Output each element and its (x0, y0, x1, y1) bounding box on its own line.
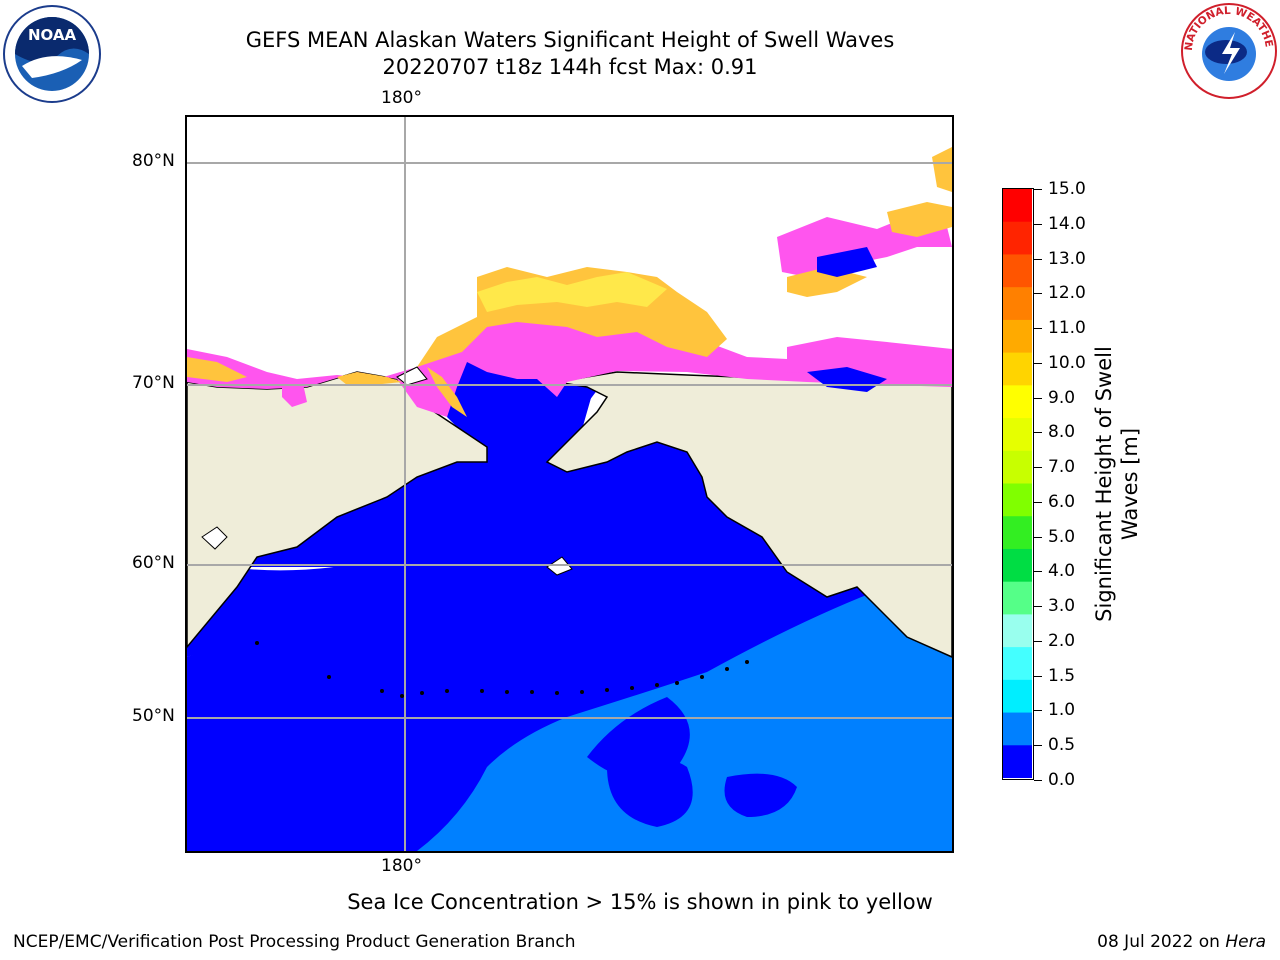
nws-logo: NATIONAL WEATHER SERVICE (1176, 0, 1278, 100)
aleutian-islands (255, 641, 749, 698)
colorbar-band (1003, 287, 1032, 321)
map-panel (185, 115, 954, 853)
colorbar-tick (1034, 502, 1042, 503)
ocean-swell-low (187, 567, 952, 851)
colorbar-band (1003, 745, 1032, 778)
colorbar-tick (1034, 710, 1042, 711)
colorbar-band (1003, 614, 1032, 648)
footer-date-text: 08 Jul 2022 on (1097, 932, 1226, 952)
colorbar-tick (1034, 537, 1042, 538)
colorbar-tick-label: 0.5 (1048, 735, 1076, 755)
colorbar-band (1003, 483, 1032, 517)
colorbar-band (1003, 385, 1032, 419)
colorbar-tick-label: 1.0 (1048, 700, 1076, 720)
colorbar-band (1003, 319, 1032, 354)
colorbar-tick-label: 9.0 (1048, 388, 1076, 408)
colorbar-tick (1034, 606, 1042, 607)
noaa-logo-text: NOAA (28, 26, 77, 44)
colorbar-tick (1034, 467, 1042, 468)
colorbar-band (1003, 712, 1032, 746)
sea-ice-edge (187, 307, 952, 437)
colorbar-tick (1034, 224, 1042, 225)
lat-label-80: 80°N (132, 151, 175, 171)
colorbar-band (1003, 581, 1032, 615)
footer-host: Hera (1225, 932, 1266, 952)
colorbar-tick (1034, 363, 1042, 364)
colorbar-band (1003, 450, 1032, 484)
colorbar-tick-label: 1.5 (1048, 666, 1076, 686)
colorbar-tick (1034, 676, 1042, 677)
colorbar-tick-label: 2.0 (1048, 631, 1076, 651)
colorbar-band (1003, 548, 1032, 583)
colorbar-tick (1034, 293, 1042, 294)
colorbar-band (1003, 647, 1032, 681)
footer-credit: NCEP/EMC/Verification Post Processing Pr… (13, 932, 576, 952)
colorbar-tick-label: 5.0 (1048, 527, 1076, 547)
lon-label-bottom: 180° (381, 856, 422, 876)
colorbar-tick (1034, 780, 1042, 781)
colorbar-tick (1034, 745, 1042, 746)
lat-label-60: 60°N (132, 553, 175, 573)
colorbar-band (1003, 516, 1032, 550)
colorbar-tick (1034, 189, 1042, 190)
colorbar-band (1003, 418, 1032, 452)
colorbar-tick (1034, 259, 1042, 260)
colorbar-tick (1034, 328, 1042, 329)
colorbar-tick (1034, 571, 1042, 572)
colorbar-tick-label: 13.0 (1048, 249, 1086, 269)
colorbar-tick-label: 11.0 (1048, 318, 1086, 338)
footer-date: 08 Jul 2022 on Hera (1097, 932, 1266, 952)
colorbar-tick-label: 4.0 (1048, 561, 1076, 581)
colorbar-band (1003, 352, 1032, 386)
colorbar-tick-label: 12.0 (1048, 283, 1086, 303)
graticule (187, 117, 952, 851)
colorbar-tick-label: 10.0 (1048, 353, 1086, 373)
colorbar-tick-label: 7.0 (1048, 457, 1076, 477)
colorbar-band (1003, 221, 1032, 255)
colorbar-tick-label: 6.0 (1048, 492, 1076, 512)
colorbar-tick (1034, 398, 1042, 399)
sea-ice-note: Sea Ice Concentration > 15% is shown in … (347, 890, 933, 914)
colorbar-band (1003, 679, 1032, 714)
chart-subtitle: 20220707 t18z 144h fcst Max: 0.91 (382, 55, 758, 79)
colorbar-tick-label: 3.0 (1048, 596, 1076, 616)
colorbar-tick (1034, 432, 1042, 433)
noaa-logo: NOAA (2, 4, 102, 104)
colorbar-tick (1034, 641, 1042, 642)
colorbar-tick-label: 8.0 (1048, 422, 1076, 442)
lat-label-50: 50°N (132, 706, 175, 726)
colorbar-band (1003, 189, 1032, 223)
lat-label-70: 70°N (132, 373, 175, 393)
map-canvas (187, 117, 952, 851)
colorbar (1002, 188, 1034, 780)
chart-title: GEFS MEAN Alaskan Waters Significant Hei… (245, 28, 895, 52)
colorbar-tick-label: 15.0 (1048, 179, 1086, 199)
colorbar-band (1003, 254, 1032, 288)
lon-label-top: 180° (381, 88, 422, 108)
colorbar-tick-label: 0.0 (1048, 770, 1076, 790)
colorbar-tick-label: 14.0 (1048, 214, 1086, 234)
